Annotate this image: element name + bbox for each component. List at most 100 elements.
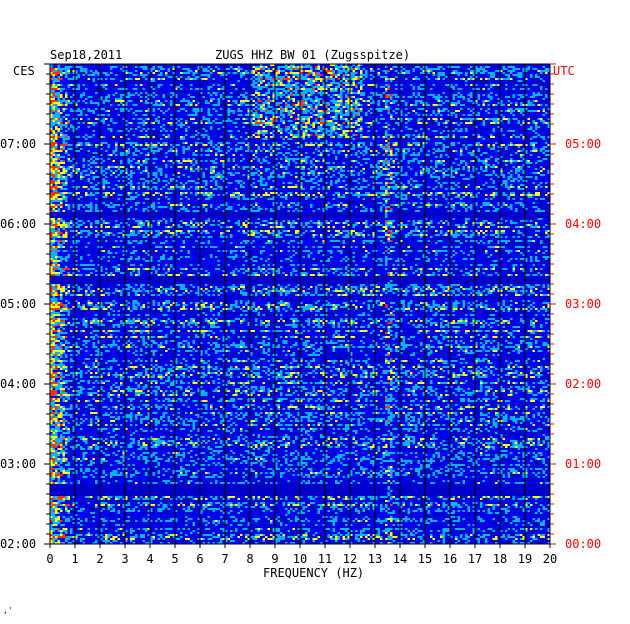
heat-cell (535, 92, 538, 94)
heat-cell (63, 80, 66, 82)
heat-cell (395, 70, 398, 72)
heat-cell (343, 86, 346, 88)
heat-cell (493, 82, 496, 84)
heat-cell (485, 70, 488, 72)
heat-cell (320, 114, 323, 116)
heat-cell (58, 120, 61, 122)
heat-cell (303, 120, 306, 122)
heat-cell (258, 74, 261, 76)
heat-cell (228, 108, 231, 110)
heat-cell (93, 80, 96, 82)
heat-cell (78, 112, 81, 114)
heat-cell (503, 86, 506, 88)
heat-cell (370, 134, 373, 136)
heat-cell (263, 106, 266, 108)
heat-cell (305, 130, 308, 132)
heat-cell (295, 72, 298, 74)
heat-cell (380, 76, 383, 78)
heat-cell (195, 68, 198, 70)
heat-cell (120, 92, 123, 94)
heat-cell (170, 96, 173, 98)
heat-cell (313, 110, 316, 112)
heat-cell (455, 130, 458, 132)
heat-cell (378, 118, 381, 120)
heat-cell (128, 132, 131, 134)
heat-cell (308, 126, 311, 128)
heat-cell (170, 116, 173, 118)
heat-cell (265, 124, 268, 126)
heat-cell (493, 130, 496, 132)
heat-cell (463, 74, 466, 76)
heat-cell (455, 102, 458, 104)
heat-cell (483, 88, 486, 90)
heat-cell (60, 106, 63, 108)
heat-cell (118, 132, 121, 134)
heat-cell (278, 70, 281, 72)
heat-cell (285, 86, 288, 88)
heat-cell (360, 106, 363, 108)
heat-cell (255, 78, 258, 80)
heat-cell (265, 80, 268, 82)
heat-cell (263, 122, 266, 124)
heat-cell (103, 118, 106, 120)
heat-cell (328, 94, 331, 96)
heat-cell (440, 78, 443, 80)
heat-cell (390, 78, 393, 80)
heat-cell (190, 78, 193, 80)
heat-cell (85, 96, 88, 98)
heat-cell (290, 116, 293, 118)
heat-cell (383, 100, 386, 102)
heat-cell (290, 106, 293, 108)
heat-cell (378, 100, 381, 102)
heat-cell (80, 112, 83, 114)
heat-cell (263, 98, 266, 100)
heat-cell (170, 66, 173, 68)
heat-cell (330, 114, 333, 116)
heat-cell (403, 100, 406, 102)
heat-cell (430, 76, 433, 78)
heat-cell (90, 102, 93, 104)
heat-cell (468, 72, 471, 74)
heat-cell (85, 66, 88, 68)
heat-cell (370, 110, 373, 112)
heat-cell (505, 66, 508, 68)
heat-cell (463, 92, 466, 94)
heat-cell (278, 88, 281, 90)
heat-cell (63, 104, 66, 106)
heat-cell (118, 86, 121, 88)
heat-cell (158, 104, 161, 106)
heat-cell (528, 128, 531, 130)
heat-cell (90, 78, 93, 80)
heat-cell (243, 108, 246, 110)
heat-cell (218, 80, 221, 82)
heat-cell (265, 102, 268, 104)
heat-cell (438, 104, 441, 106)
heat-cell (68, 118, 71, 120)
heat-cell (285, 130, 288, 132)
heat-cell (193, 112, 196, 114)
heat-cell (370, 78, 373, 80)
heat-cell (290, 68, 293, 70)
heat-cell (58, 84, 61, 86)
heat-cell (410, 76, 413, 78)
heat-cell (168, 108, 171, 110)
heat-cell (263, 120, 266, 122)
heat-cell (495, 112, 498, 114)
heat-cell (368, 90, 371, 92)
heat-cell (318, 84, 321, 86)
heat-cell (490, 78, 493, 80)
heat-cell (93, 134, 96, 136)
heat-cell (315, 84, 318, 86)
heat-cell (68, 78, 71, 80)
heat-cell (340, 92, 343, 94)
heat-cell (513, 114, 516, 116)
heat-cell (435, 132, 438, 134)
heat-cell (60, 76, 63, 78)
heat-cell (363, 132, 366, 134)
heat-cell (220, 76, 223, 78)
heat-cell (470, 78, 473, 80)
heat-cell (293, 104, 296, 106)
heat-cell (258, 120, 261, 122)
heat-cell (355, 112, 358, 114)
heat-cell (263, 80, 266, 82)
